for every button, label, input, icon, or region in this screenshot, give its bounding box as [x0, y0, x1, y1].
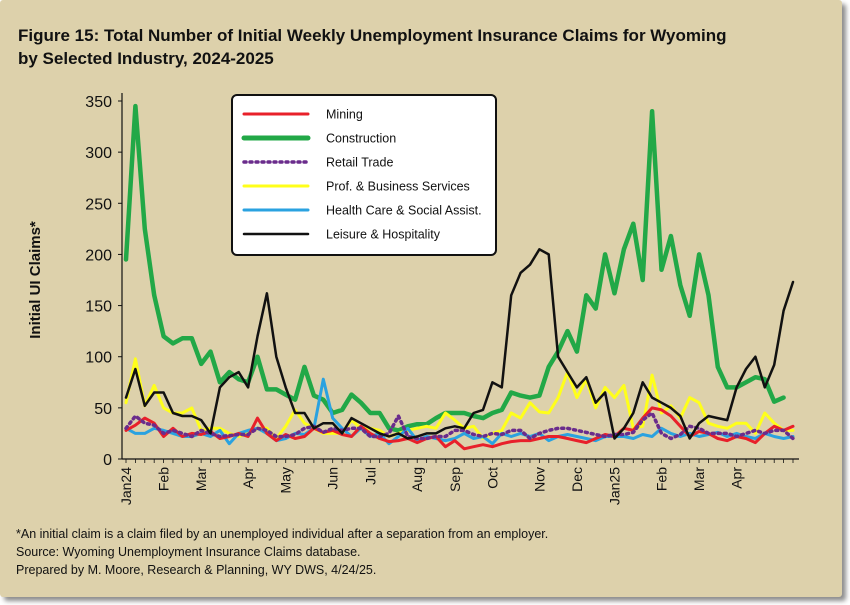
x-tick-label: Nov [531, 467, 547, 492]
legend-label-leisure: Leisure & Hospitality [326, 228, 441, 242]
x-tick-label: Mar [193, 467, 209, 491]
x-tick-label: Oct [484, 467, 500, 489]
y-tick-label: 300 [85, 145, 112, 162]
x-tick-label: Jun [325, 467, 341, 490]
legend: Mining Construction Retail Trade Prof. & Bu… [231, 94, 497, 256]
y-tick-label: 250 [85, 196, 112, 213]
legend-box [231, 94, 497, 256]
axes: 0 50 100 150 200 250 300 350 Initial UI Claims* J… [27, 93, 799, 505]
y-axis-title: Initial UI Claims* [27, 221, 44, 339]
x-tick-label: Feb [156, 467, 172, 491]
y-tick-label: 0 [103, 452, 112, 469]
legend-label-retail: Retail Trade [326, 156, 393, 170]
x-tick-label: Apr [729, 467, 745, 489]
x-tick-label: Feb [653, 467, 669, 491]
x-tick-label: Mar [691, 467, 707, 491]
y-tick-label: 150 [85, 299, 112, 316]
x-tick-label: Dec [569, 467, 585, 492]
x-tick-label: Aug [409, 467, 425, 492]
x-tick-label: May [278, 467, 294, 493]
title-line-1: Figure 15: Total Number of Initial Weekl… [18, 26, 727, 45]
series-lines [123, 103, 795, 451]
y-tick-label: 200 [85, 247, 112, 264]
x-tick-label: Sep [447, 467, 463, 492]
series-line-retail [124, 411, 795, 441]
series-line-construction [123, 103, 786, 433]
legend-label-mining: Mining [326, 108, 363, 122]
legend-label-health: Health Care & Social Assist. [326, 204, 482, 218]
title-line-2: by Selected Industry, 2024-2025 [18, 49, 274, 68]
x-tick-label: Jul [362, 467, 378, 485]
legend-label-construction: Construction [326, 132, 396, 146]
y-tick-label: 350 [85, 94, 112, 111]
x-tick-label: Jan25 [607, 467, 623, 505]
legend-label-prof_business: Prof. & Business Services [326, 180, 470, 194]
footnote-prepared-by: Prepared by M. Moore, Research & Plannin… [16, 563, 377, 577]
footnotes: *An initial claim is a claim filed by an… [16, 525, 548, 579]
x-tick-label: Apr [240, 467, 256, 489]
footnote-definition: *An initial claim is a claim filed by an… [16, 527, 549, 541]
x-tick-label: Jan24 [118, 467, 134, 505]
series-line-leisure [124, 248, 795, 440]
y-tick-label: 100 [85, 350, 112, 367]
footnote-source: Source: Wyoming Unemployment Insurance C… [16, 545, 361, 559]
chart-title: Figure 15: Total Number of Initial Weekl… [18, 24, 778, 70]
y-tick-label: 50 [94, 401, 112, 418]
